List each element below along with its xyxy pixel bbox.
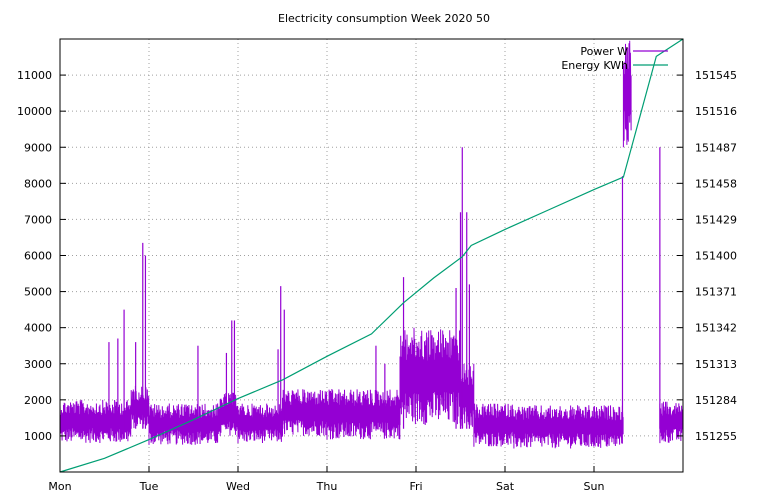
y-left-tick-label: 4000 bbox=[24, 322, 52, 335]
plot-frame bbox=[59, 38, 684, 473]
y-right-tick-label: 151284 bbox=[695, 394, 737, 407]
x-tick-label: Tue bbox=[139, 480, 159, 493]
power-segment bbox=[473, 403, 515, 447]
y-left-tick-label: 1000 bbox=[24, 430, 52, 443]
power-segment bbox=[130, 385, 150, 429]
power-segment bbox=[513, 405, 624, 449]
x-tick-label: Sat bbox=[496, 480, 515, 493]
y-right-tick-label: 151371 bbox=[695, 286, 737, 299]
y-left-tick-label: 5000 bbox=[24, 286, 52, 299]
y-right-tick-label: 151313 bbox=[695, 358, 737, 371]
y-left-tick-label: 6000 bbox=[24, 250, 52, 263]
power-segment bbox=[237, 403, 283, 444]
y-right-tick-label: 151342 bbox=[695, 322, 737, 335]
energy-series bbox=[59, 38, 684, 473]
y-left-tick-label: 2000 bbox=[24, 394, 52, 407]
power-series bbox=[59, 40, 684, 449]
y-right-tick-label: 151545 bbox=[695, 69, 737, 82]
power-segment bbox=[282, 389, 328, 436]
power-segment bbox=[59, 399, 132, 444]
power-segment bbox=[219, 392, 239, 436]
legend-label: Power W bbox=[580, 45, 628, 58]
y-left-tick-label: 7000 bbox=[24, 213, 52, 226]
energy-line bbox=[59, 38, 684, 473]
y-left-tick-label: 3000 bbox=[24, 358, 52, 371]
y-right-tick-label: 151516 bbox=[695, 105, 737, 118]
axis-layer: 1000 2000 3000 4000 5000 6000 7000 8000 9000 1000… bbox=[17, 38, 737, 493]
x-tick-label: Fri bbox=[409, 480, 422, 493]
chart-title: Electricity consumption Week 2020 50 bbox=[278, 12, 490, 25]
power-segment bbox=[148, 403, 221, 445]
x-tick-label: Thu bbox=[316, 480, 338, 493]
y-right-tick-label: 151429 bbox=[695, 213, 737, 226]
y-right-tick-label: 151487 bbox=[695, 141, 737, 154]
legend-label: Energy KWh bbox=[561, 59, 628, 72]
y-right-tick-label: 151255 bbox=[695, 430, 737, 443]
y-left-tick-label: 10000 bbox=[17, 105, 52, 118]
x-tick-label: Mon bbox=[48, 480, 71, 493]
y-left-tick-label: 11000 bbox=[17, 69, 52, 82]
y-right-tick-label: 151458 bbox=[695, 177, 737, 190]
y-left-tick-label: 8000 bbox=[24, 177, 52, 190]
power-segment bbox=[622, 40, 632, 148]
power-segment bbox=[399, 327, 461, 426]
y-left-tick-label: 9000 bbox=[24, 141, 52, 154]
x-tick-label: Sun bbox=[584, 480, 605, 493]
power-segment bbox=[326, 388, 401, 440]
x-tick-label: Wed bbox=[226, 480, 250, 493]
y-right-tick-label: 151400 bbox=[695, 250, 737, 263]
power-segment bbox=[659, 401, 684, 444]
